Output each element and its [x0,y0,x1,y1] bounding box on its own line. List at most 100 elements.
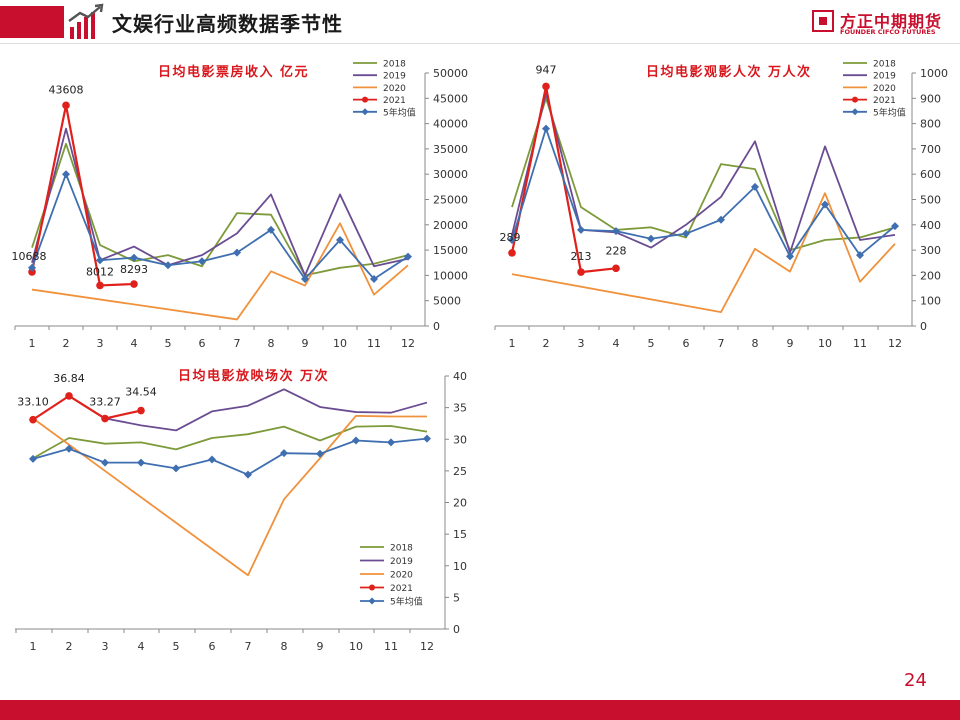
legend-label: 2019 [873,72,896,82]
y-tick-label: 25000 [433,194,468,207]
data-point [387,438,395,447]
data-point [821,200,829,209]
series-2020 [511,192,896,313]
data-point [65,392,73,400]
series-line [32,437,428,476]
legend-label: 2018 [390,544,413,554]
y-tick-label: 5 [453,591,460,604]
series-line [104,388,428,432]
data-point [208,455,216,464]
data-point [612,227,620,236]
legend-marker [369,584,375,591]
data-point [612,264,620,273]
brand-mark-icon [812,10,834,32]
data-label: 8293 [120,263,148,276]
x-tick-label: 10 [818,337,832,350]
data-point [198,257,206,266]
legend-marker [851,108,859,116]
data-label: 10688 [12,250,47,263]
x-tick-label: 7 [234,337,241,350]
y-tick-label: 300 [920,244,941,257]
x-tick-label: 9 [787,337,794,350]
series-2018 [31,142,409,277]
series-line [511,192,896,313]
y-tick-label: 100 [920,295,941,308]
series-avg [29,434,431,479]
series-2018 [32,425,428,460]
x-tick-label: 6 [209,640,216,653]
footer-bar [0,700,960,720]
data-label: 228 [606,244,627,257]
legend-label: 5年均值 [390,596,423,608]
legend-label: 2019 [390,557,413,567]
x-tick-label: 7 [718,337,725,350]
x-tick-label: 8 [752,337,759,350]
page-title: 文娱行业高频数据季节性 [112,12,343,36]
x-tick-label: 2 [66,640,73,653]
series-line [30,104,135,287]
data-point [352,436,360,445]
x-tick-label: 7 [245,640,252,653]
y-tick-label: 25 [453,465,467,478]
x-tick-label: 3 [102,640,109,653]
data-point [577,225,585,234]
y-tick-label: 10 [453,560,467,573]
y-tick-label: 15 [453,528,467,541]
series-line [511,97,896,252]
y-tick-label: 500 [920,194,941,207]
y-tick-label: 40000 [433,118,468,131]
data-point [336,235,344,244]
y-tick-label: 5000 [433,295,461,308]
y-tick-label: 30 [453,433,467,446]
x-tick-label: 12 [401,337,415,350]
x-tick-label: 2 [63,337,70,350]
series-2019 [31,127,409,277]
legend-marker [362,96,368,103]
x-tick-label: 5 [165,337,172,350]
legend-label: 2021 [390,584,413,594]
data-label: 36.84 [53,372,85,385]
data-point [508,249,516,257]
series-line [31,127,409,277]
y-tick-label: 45000 [433,92,468,105]
y-tick-label: 50000 [433,67,468,80]
y-tick-label: 35 [453,402,467,415]
y-tick-label: 0 [920,320,927,333]
series-2018 [511,97,896,252]
x-tick-label: 11 [384,640,398,653]
legend-label: 2019 [383,72,406,82]
x-tick-label: 1 [30,640,37,653]
data-point [28,263,36,272]
series-line [31,142,409,277]
chart-title: 日均电影放映场次 万次 [178,368,329,384]
data-point [508,235,516,244]
legend-label: 2021 [383,96,406,106]
legend-label: 5年均值 [383,106,416,118]
series-2021 [29,392,145,424]
y-tick-label: 35000 [433,143,468,156]
data-label: 289 [500,231,521,244]
series-2020 [31,222,409,321]
legend-marker [368,597,376,605]
data-point [542,82,550,91]
data-point [233,248,241,257]
series-line [31,222,409,321]
data-point [647,234,655,243]
y-tick-label: 900 [920,92,941,105]
x-tick-label: 11 [853,337,867,350]
legend-marker [852,96,858,103]
data-point [101,458,109,467]
x-tick-label: 1 [509,337,516,350]
header-divider [0,43,960,44]
data-point [28,268,36,276]
data-point [786,252,794,261]
x-tick-label: 10 [333,337,347,350]
data-point [301,274,309,283]
data-point [137,406,145,415]
data-point [542,124,550,133]
